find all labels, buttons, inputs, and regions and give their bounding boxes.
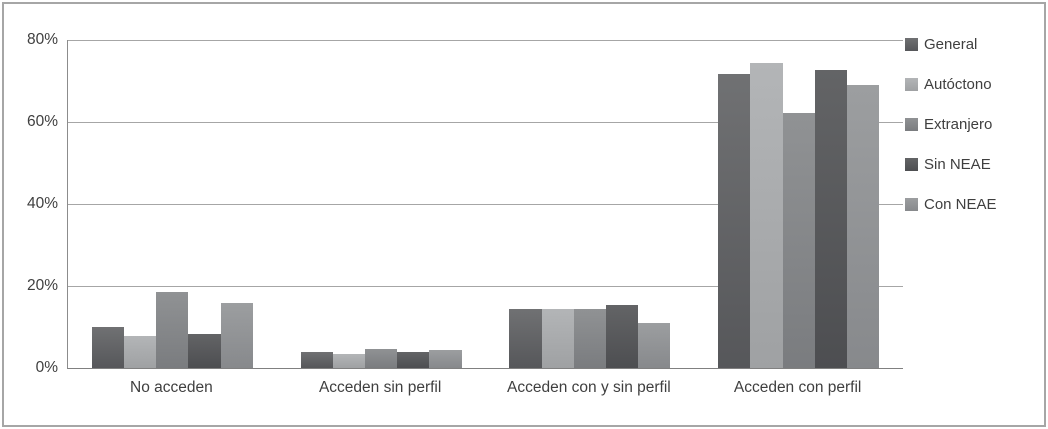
legend-item-sin-neae: Sin NEAE xyxy=(905,154,991,174)
x-category-label-acceden-con-y-sin-perfil: Acceden con y sin perfil xyxy=(507,379,671,396)
y-tick-label-80: 80% xyxy=(26,31,58,48)
legend-label: Sin NEAE xyxy=(924,155,991,173)
gridline-20 xyxy=(68,286,903,287)
x-category-label-no-acceden: No acceden xyxy=(130,379,213,396)
legend-label: Autóctono xyxy=(924,75,992,93)
bar-general-no-acceden xyxy=(91,327,125,368)
legend-item-autoctono: Autóctono xyxy=(905,74,992,94)
legend-item-extranjero: Extranjero xyxy=(905,114,992,134)
bar-autoctono-acceden-sin-perfil xyxy=(332,353,365,368)
y-tick-label-20: 20% xyxy=(26,277,58,294)
bar-general-acceden-sin-perfil xyxy=(300,352,333,368)
legend-label: Extranjero xyxy=(924,115,993,133)
legend-item-general: General xyxy=(905,34,977,54)
bar-autoctono-acceden-con-perfil xyxy=(750,63,783,368)
bar-con-neae-no-acceden xyxy=(220,303,253,368)
legend-label: General xyxy=(924,35,978,53)
x-category-label-acceden-con-perfil: Acceden con perfil xyxy=(733,379,862,396)
bar-sin-neae-acceden-con-perfil xyxy=(814,69,847,368)
legend-swatch-icon xyxy=(905,197,918,211)
x-category-label-acceden-sin-perfil: Acceden sin perfil xyxy=(318,379,442,396)
bar-extranjero-acceden-sin-perfil xyxy=(365,348,398,368)
bar-autoctono-no-acceden xyxy=(124,336,157,368)
legend-swatch-icon xyxy=(905,117,918,131)
bar-extranjero-acceden-con-perfil xyxy=(782,112,815,368)
plot-area xyxy=(67,40,903,369)
bar-con-neae-acceden-con-perfil xyxy=(846,84,880,368)
bar-sin-neae-acceden-sin-perfil xyxy=(397,352,430,368)
bar-sin-neae-no-acceden xyxy=(188,333,221,368)
legend-swatch-icon xyxy=(905,37,918,51)
gridline-80 xyxy=(68,40,903,41)
bar-extranjero-acceden-con-y-sin-perfil xyxy=(573,309,606,368)
bar-general-acceden-con-y-sin-perfil xyxy=(509,308,542,368)
gridline-60 xyxy=(68,122,903,123)
bar-con-neae-acceden-sin-perfil xyxy=(429,350,462,368)
bar-general-acceden-con-perfil xyxy=(718,74,751,368)
y-tick-label-60: 60% xyxy=(26,113,58,130)
y-tick-label-40: 40% xyxy=(26,195,58,212)
bar-sin-neae-acceden-con-y-sin-perfil xyxy=(605,304,639,368)
legend-item-con-neae: Con NEAE xyxy=(905,194,997,214)
legend-label: Con NEAE xyxy=(924,195,997,213)
bar-extranjero-no-acceden xyxy=(156,292,189,368)
legend-swatch-icon xyxy=(905,77,918,91)
y-tick-label-0: 0% xyxy=(35,359,58,376)
bar-autoctono-acceden-con-y-sin-perfil xyxy=(541,308,574,368)
gridline-40 xyxy=(68,204,903,205)
legend-swatch-icon xyxy=(905,157,918,171)
bar-con-neae-acceden-con-y-sin-perfil xyxy=(638,323,671,368)
